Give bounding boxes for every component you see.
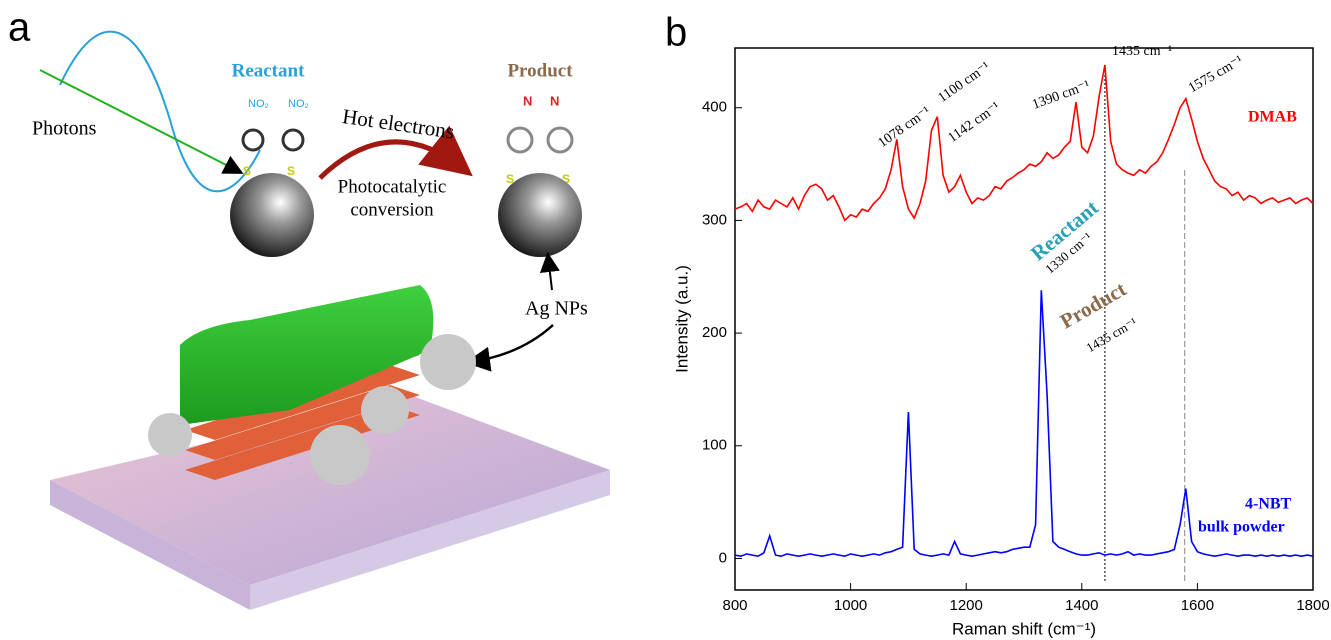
conversion-arrow [320,142,465,178]
group-label: NO₂ [248,98,269,110]
hot-electrons-label: Hot electrons [341,104,456,143]
y-tick-label: 200 [702,324,727,341]
plot-frame [735,48,1313,590]
y-axis-label: Intensity (a.u.) [672,265,691,373]
conversion-label: Photocatalytic [338,176,447,197]
ring [243,130,263,150]
ring [548,128,572,152]
annotation: 4-NBT [1245,496,1292,513]
annotation: 1575 cm⁻¹ [1186,53,1246,96]
n-label: N [550,93,559,108]
y-tick-label: 300 [702,211,727,228]
figure: a Photons Reactant Product NO₂ NO₂ S S H… [0,0,1331,640]
ag-particle [310,425,370,485]
x-tick-label: 800 [722,597,747,614]
x-tick-label: 1400 [1065,597,1098,614]
annotation: 1100 cm⁻¹ [936,59,993,106]
annotation: 1078 cm⁻¹ [876,104,934,151]
ag-particle [361,386,409,434]
ring [283,130,303,150]
panel-b: b 800 1000 1200 1400 1600 1800 0 100 200 300 400 Ram… [665,11,1330,639]
ag-particle [148,413,192,457]
pointer-arrow [470,325,553,362]
n-label: N [523,93,532,108]
ag-particle [420,334,476,390]
pointer-arrow [548,256,552,290]
x-tick-label: 1800 [1296,597,1329,614]
series-line [735,65,1313,221]
x-tick-label: 1200 [950,597,983,614]
annotation: 1390 cm⁻¹ [1030,78,1092,113]
ag-particle [230,173,314,257]
x-tick-label: 1600 [1181,597,1214,614]
s-label: S [287,164,295,178]
annotation: 1435 cm⁻¹ [1112,44,1172,59]
ag-nps-label: Ag NPs [525,298,588,320]
reactant-label: Reactant [232,60,305,81]
y-tick-label: 0 [719,549,727,566]
x-tick-label: 1000 [834,597,867,614]
photons-label: Photons [32,118,97,140]
ring [508,128,532,152]
panel-a: a Photons Reactant Product NO₂ NO₂ S S H… [8,6,610,610]
panel-label: a [8,6,31,50]
s-label: S [243,164,251,178]
product-label: Product [507,60,573,81]
series-line [735,290,1313,556]
x-axis-label: Raman shift (cm⁻¹) [952,619,1096,638]
annotation: DMAB [1248,109,1297,126]
panel-label: b [665,11,687,55]
ag-particle [498,173,582,257]
group-label: NO₂ [288,98,309,110]
annotation: 1142 cm⁻¹ [946,99,1003,146]
conversion-label: conversion [350,199,434,220]
annotation: bulk powder [1198,519,1285,536]
y-tick-label: 400 [702,99,727,116]
annotation: 1435 cm⁻¹ [1083,314,1139,355]
y-tick-label: 100 [702,437,727,454]
